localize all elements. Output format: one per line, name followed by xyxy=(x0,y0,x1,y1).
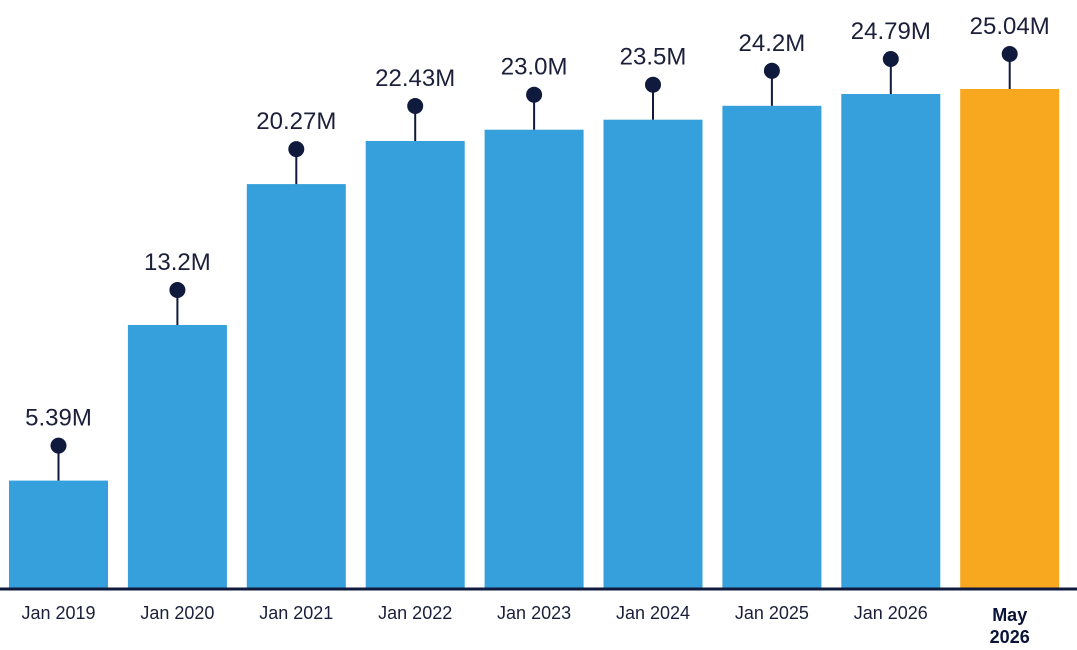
bar-may-2026 xyxy=(960,89,1060,588)
marker-dot-may-2026 xyxy=(1001,46,1018,62)
tick-label-may-2026: May 2026 xyxy=(990,605,1030,647)
value-label-jan-2025: 24.2M xyxy=(739,30,806,57)
value-label-jan-2023: 23.0M xyxy=(501,54,568,81)
value-label-jan-2021: 20.27M xyxy=(256,108,336,135)
bar-jan-2022 xyxy=(365,141,465,588)
value-label-jan-2020: 13.2M xyxy=(144,249,211,276)
tick-label-jan-2026: Jan 2026 xyxy=(854,603,928,623)
bar-jan-2021 xyxy=(246,184,346,588)
tick-label-jan-2022: Jan 2022 xyxy=(378,603,452,623)
tick-label-jan-2020: Jan 2020 xyxy=(140,603,214,623)
value-label-jan-2024: 23.5M xyxy=(620,44,687,71)
marker-dot-jan-2024 xyxy=(645,76,661,93)
bar-jan-2025 xyxy=(722,105,822,589)
marker-dot-jan-2025 xyxy=(763,62,780,79)
value-label-jan-2026: 24.79M xyxy=(851,18,931,45)
tick-label-jan-2024: Jan 2024 xyxy=(616,603,690,623)
tick-label-jan-2025: Jan 2025 xyxy=(735,603,809,623)
bars-layer xyxy=(9,89,1060,589)
bar-jan-2026 xyxy=(841,94,941,588)
bar-jan-2024 xyxy=(603,119,703,588)
marker-dot-jan-2022 xyxy=(407,98,424,114)
x-axis-tick-labels: Jan 2019 Jan 2020 Jan 2021 Jan 2022 Jan 2023… xyxy=(21,603,1029,647)
bar-jan-2019 xyxy=(9,480,108,588)
marker-dot-jan-2026 xyxy=(882,51,899,67)
marker-dot-jan-2021 xyxy=(288,141,305,158)
tick-label-jan-2019: Jan 2019 xyxy=(21,603,95,623)
bar-jan-2020 xyxy=(127,325,227,588)
value-label-jan-2019: 5.39M xyxy=(25,405,92,432)
tick-label-jan-2021: Jan 2021 xyxy=(259,603,333,623)
value-label-jan-2022: 22.43M xyxy=(375,65,455,92)
value-label-may-2026: 25.04M xyxy=(970,13,1050,40)
bar-jan-2023 xyxy=(484,129,584,588)
marker-dot-jan-2023 xyxy=(526,86,543,103)
tick-label-jan-2023: Jan 2023 xyxy=(497,603,571,623)
value-labels-layer: 5.39M 13.2M 20.27M 22.43M 23.0M 23.5M 24.2M 24.… xyxy=(25,13,1050,432)
markers-layer xyxy=(50,46,1018,481)
marker-dot-jan-2019 xyxy=(50,437,67,454)
marker-dot-jan-2020 xyxy=(169,282,186,298)
